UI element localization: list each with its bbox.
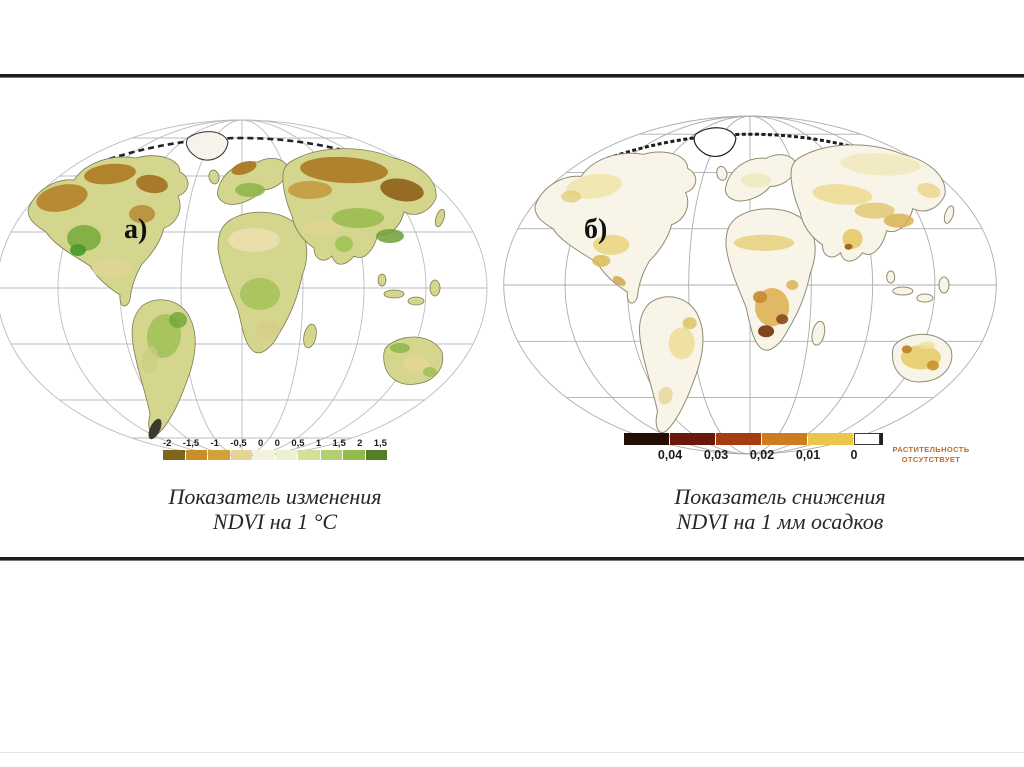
legend-a-swatch — [298, 450, 320, 460]
legend-a-tick: -0,5 — [230, 438, 247, 449]
bottom-divider — [0, 557, 1024, 561]
panel-b-label: б) — [584, 214, 608, 245]
legend-a-tick: 0,5 — [291, 438, 305, 449]
legend-a-swatch — [253, 450, 275, 460]
caption-b-line2: NDVI на 1 мм осадков — [676, 509, 884, 534]
legend-b-tick: 0,03 — [703, 448, 729, 462]
legend-a-tick: 1 — [315, 438, 322, 449]
legend-a-swatch — [320, 450, 342, 460]
legend-b-segment — [716, 433, 761, 445]
greenland-b — [693, 127, 737, 157]
ndvi-decline-patches-b — [561, 153, 941, 405]
panel-a-caption: Показатель изменения NDVI на 1 °С — [100, 484, 450, 534]
legend-a-tick: -1 — [210, 438, 219, 449]
legend-a-swatch — [275, 450, 297, 460]
legend-b-tick: 0,01 — [795, 448, 821, 462]
legend-a-tick: -2 — [163, 438, 172, 449]
ndvi-change-patches-a — [36, 156, 437, 440]
legend-b-tick: 0 — [850, 448, 858, 462]
note-line1: РАСТИТЕЛЬНОСТЬ — [892, 445, 970, 454]
legend-a-swatch — [230, 450, 252, 460]
legend-a-boxes — [163, 450, 387, 460]
legend-b-tick: 0,02 — [749, 448, 775, 462]
legend-a-swatch — [163, 450, 185, 460]
legend-b-labels: 0,04 0,03 0,02 0,01 0 — [624, 445, 858, 463]
caption-a-line2: NDVI на 1 °С — [212, 509, 338, 534]
top-divider — [0, 74, 1024, 78]
legend-b-segment — [624, 433, 669, 445]
legend-a-swatch — [185, 450, 207, 460]
legend-a-labels: -2 -1,5 -1 -0,5 0 0 0,5 1 1,5 2 1,5 — [163, 438, 387, 449]
legend-a-tick: 0 — [274, 438, 280, 449]
legend-b-end-cap — [880, 433, 883, 445]
footer-divider — [0, 752, 1024, 753]
legend-a: -2 -1,5 -1 -0,5 0 0 0,5 1 1,5 2 1,5 — [163, 438, 387, 460]
legend-a-tick: 2 — [357, 438, 363, 449]
continent-south-america — [638, 296, 704, 434]
legend-a-swatch — [208, 450, 230, 460]
legend-a-tick: 1,5 — [373, 438, 387, 449]
caption-b-line1: Показатель снижения — [674, 484, 886, 509]
world-map-ndvi-temperature — [0, 119, 488, 457]
legend-b-tick: 0,04 — [657, 448, 683, 462]
legend-a-swatch — [365, 450, 387, 460]
legend-b: 0,04 0,03 0,02 0,01 0 — [624, 433, 883, 463]
legend-a-swatch — [343, 450, 365, 460]
legend-a-tick: -1,5 — [182, 438, 200, 449]
legend-b-bar — [624, 433, 883, 445]
legend-b-segment — [762, 433, 807, 445]
legend-b-no-vegetation-note: РАСТИТЕЛЬНОСТЬ ОТСУТСТВУЕТ — [872, 445, 990, 465]
legend-a-tick: 0 — [258, 438, 264, 449]
legend-b-segment — [808, 433, 853, 445]
panel-a-label: а) — [124, 214, 148, 245]
legend-b-segment — [670, 433, 715, 445]
caption-a-line1: Показатель изменения — [168, 484, 382, 509]
world-map-ndvi-precipitation — [503, 115, 997, 455]
legend-b-no-data-swatch — [854, 433, 880, 445]
greenland-a — [185, 131, 229, 161]
legend-a-tick: 1,5 — [332, 438, 346, 449]
note-line2: ОТСУТСТВУЕТ — [901, 455, 961, 464]
panel-b-caption: Показатель снижения NDVI на 1 мм осадков — [600, 484, 960, 534]
